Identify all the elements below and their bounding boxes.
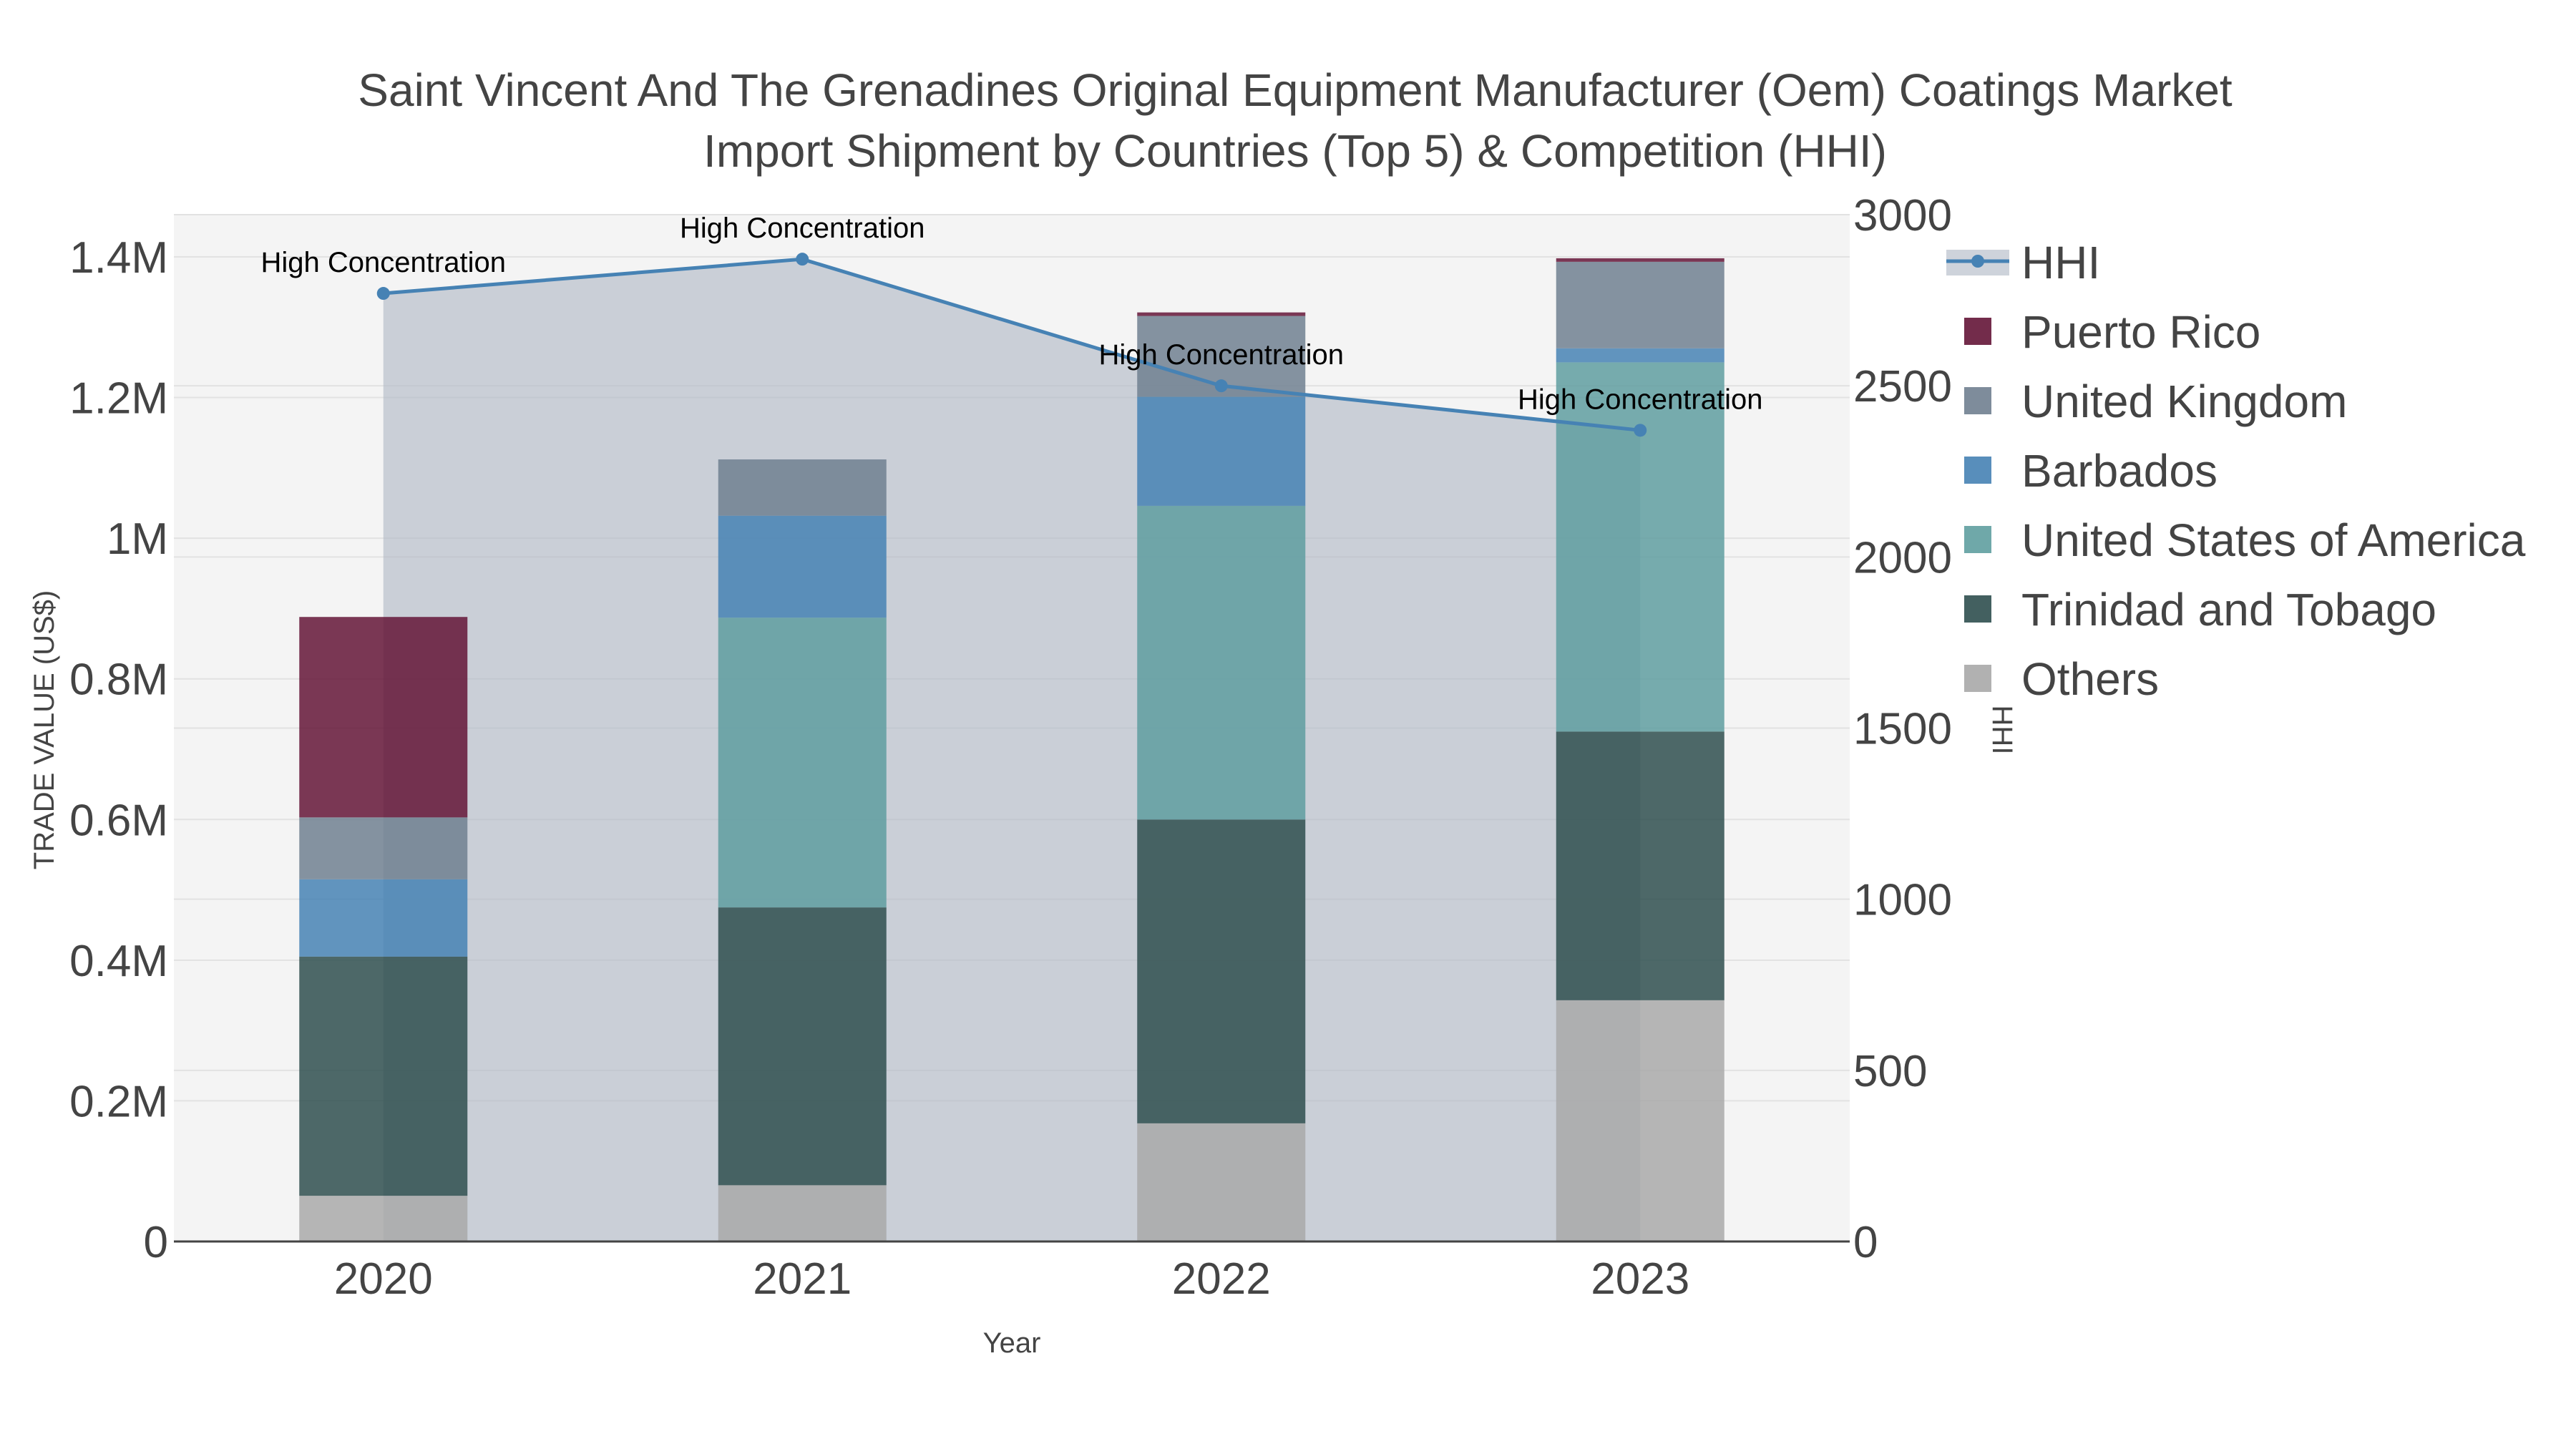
y-tick-label: 0.6M xyxy=(69,796,168,845)
y2-tick-label: 2000 xyxy=(1853,533,1952,582)
bar-united-states-of-america-2023 xyxy=(1556,362,1724,732)
legend-swatch-barbados xyxy=(1964,457,1991,484)
bar-puerto-rico-2022 xyxy=(1137,312,1306,316)
chart-title-line-2: Import Shipment by Countries (Top 5) & C… xyxy=(703,125,1887,177)
hhi-annotation: High Concentration xyxy=(680,213,924,244)
y-tick-label: 0.8M xyxy=(69,655,168,705)
legend-swatch-united-kingdom xyxy=(1964,387,1991,414)
bar-others-2020 xyxy=(299,1196,468,1241)
legend-swatch-others xyxy=(1964,665,1991,692)
hhi-annotation: High Concentration xyxy=(1099,339,1344,371)
bar-barbados-2021 xyxy=(718,515,887,618)
bar-united-kingdom-2020 xyxy=(299,817,468,879)
x-axis-title: Year xyxy=(983,1327,1041,1359)
hhi-line-path xyxy=(383,257,1641,432)
legend-label-united-kingdom: United Kingdom xyxy=(2021,376,2347,427)
y2-tick-label: 500 xyxy=(1853,1047,1927,1096)
y2-axis-title: HHI xyxy=(1986,706,2018,755)
hhi-area-fill xyxy=(383,259,1641,1241)
x-tick-label: 2021 xyxy=(753,1254,852,1304)
hhi-point-2023 xyxy=(1634,424,1647,437)
bar-trinidad-and-tobago-2022 xyxy=(1137,819,1306,1123)
legend-label-barbados: Barbados xyxy=(2021,445,2218,497)
bar-others-2023 xyxy=(1556,1000,1724,1241)
bar-barbados-2023 xyxy=(1556,348,1724,363)
hhi-area xyxy=(383,259,1641,1241)
legend-swatch-hhi-marker xyxy=(1971,255,1984,268)
y-tick-label: 1.2M xyxy=(69,374,168,424)
legend-label-puerto-rico: Puerto Rico xyxy=(2021,306,2260,358)
bar-united-states-of-america-2022 xyxy=(1137,505,1306,820)
x-axis-ticks: 2020 2021 2022 2023 xyxy=(334,1254,1689,1304)
y2-tick-label: 1500 xyxy=(1853,705,1952,754)
chart-title-line-1: Saint Vincent And The Grenadines Origina… xyxy=(358,64,2233,116)
bar-barbados-2022 xyxy=(1137,396,1306,506)
legend-label-trinidad-and-tobago: Trinidad and Tobago xyxy=(2021,584,2436,635)
legend-swatch-united-states-of-america xyxy=(1964,526,1991,553)
bar-puerto-rico-2020 xyxy=(299,617,468,818)
x-tick-label: 2020 xyxy=(334,1254,433,1304)
bar-trinidad-and-tobago-2023 xyxy=(1556,731,1724,1000)
y2-tick-label: 0 xyxy=(1853,1218,1878,1267)
bar-united-kingdom-2021 xyxy=(718,459,887,516)
y2-tick-label: 2500 xyxy=(1853,362,1952,411)
legend-label-united-states-of-america: United States of America xyxy=(2021,514,2526,566)
legend-label-others: Others xyxy=(2021,653,2159,705)
bar-others-2022 xyxy=(1137,1123,1306,1241)
hhi-point-2022 xyxy=(1214,379,1228,393)
bar-trinidad-and-tobago-2021 xyxy=(718,907,887,1186)
bar-trinidad-and-tobago-2020 xyxy=(299,956,468,1196)
bar-puerto-rico-2023 xyxy=(1556,258,1724,262)
y-tick-label: 0.4M xyxy=(69,937,168,986)
hhi-annotation: High Concentration xyxy=(261,247,506,278)
y-tick-label: 1M xyxy=(107,514,168,564)
hhi-point-2021 xyxy=(796,253,809,266)
hhi-annotation: High Concentration xyxy=(1518,384,1762,415)
bar-united-kingdom-2023 xyxy=(1556,261,1724,348)
bar-others-2021 xyxy=(718,1185,887,1241)
hhi-line: High Concentration High Concentration High… xyxy=(261,213,1762,437)
y2-tick-label: 1000 xyxy=(1853,876,1952,925)
hhi-point-2020 xyxy=(376,287,390,301)
y-tick-label: 1.4M xyxy=(69,233,168,283)
y2-tick-label: 3000 xyxy=(1853,191,1952,240)
y-tick-label: 0.2M xyxy=(69,1077,168,1126)
y-tick-label: 0 xyxy=(144,1218,168,1267)
bar-united-states-of-america-2021 xyxy=(718,618,887,908)
y2-axis-ticks: 0 500 1000 1500 2000 2500 3000 xyxy=(1853,191,1952,1267)
legend-label-hhi: HHI xyxy=(2021,237,2100,288)
y-axis-title: TRADE VALUE (US$) xyxy=(29,590,60,869)
legend-swatch-trinidad-and-tobago xyxy=(1964,595,1991,623)
x-tick-label: 2022 xyxy=(1172,1254,1271,1304)
y-axis-ticks: 0 0.2M 0.4M 0.6M 0.8M 1M 1.2M 1.4M xyxy=(69,233,168,1267)
legend-swatch-puerto-rico xyxy=(1964,318,1991,345)
x-tick-label: 2023 xyxy=(1591,1254,1689,1304)
legend: HHI Puerto Rico United Kingdom Barbados Unit… xyxy=(1946,237,2526,705)
bar-barbados-2020 xyxy=(299,879,468,957)
